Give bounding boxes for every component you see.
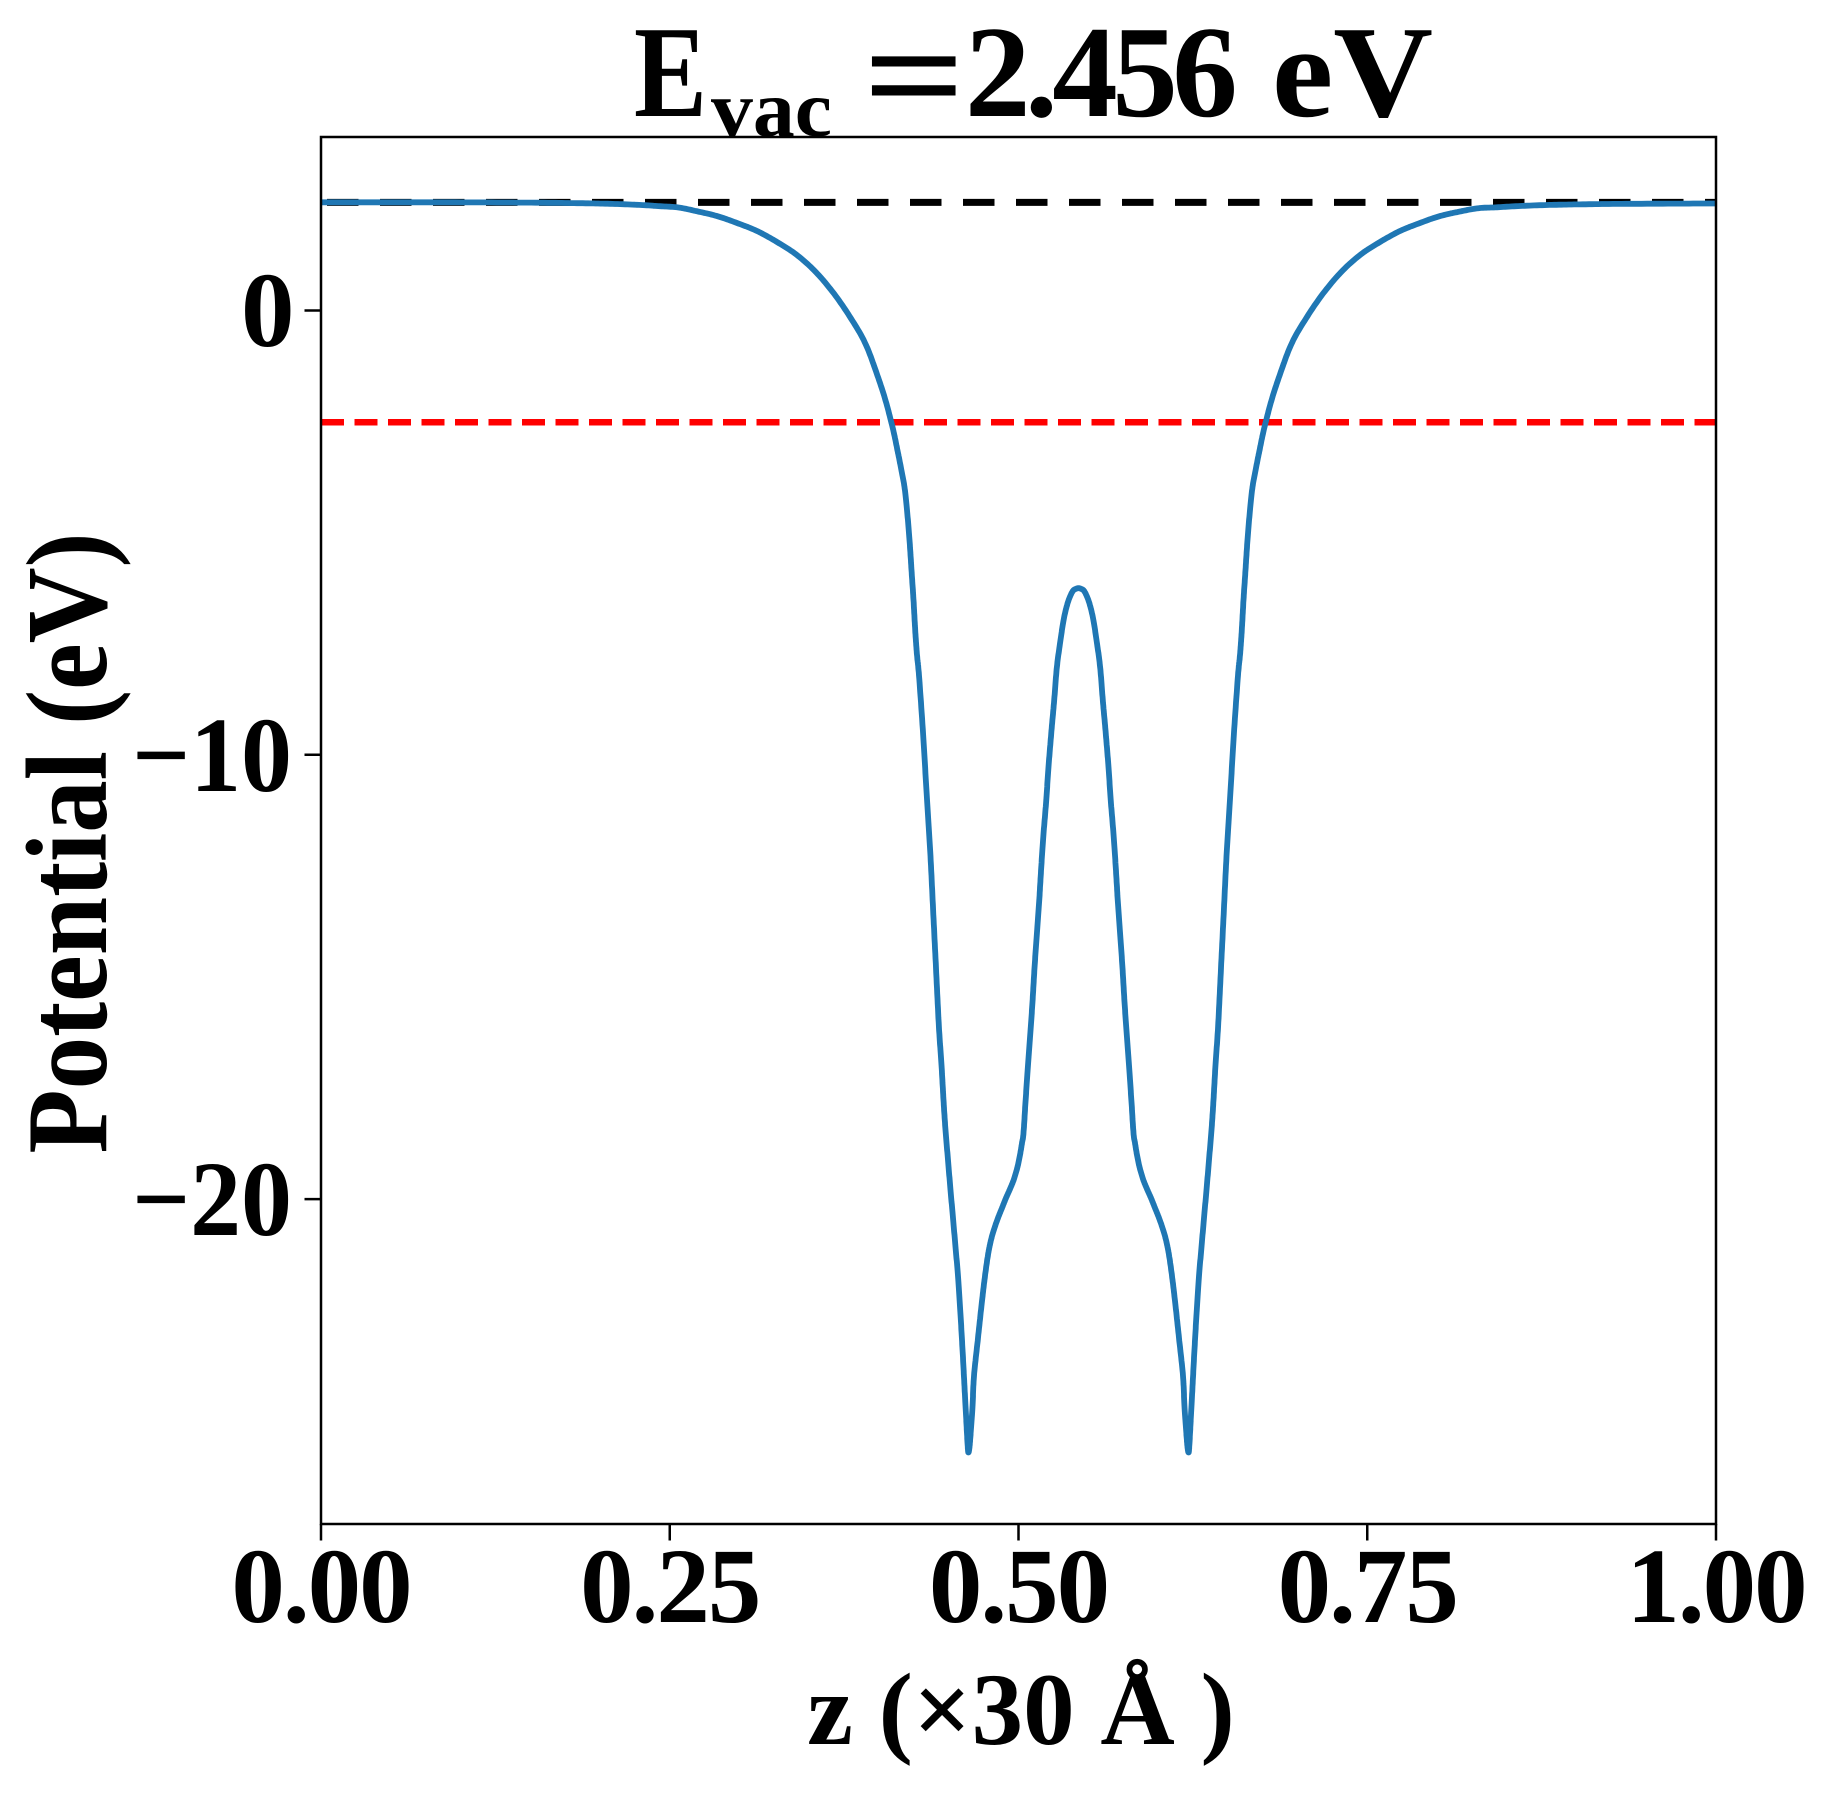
svg-text:−10: −10	[132, 697, 292, 815]
svg-text:0.00: 0.00	[231, 1528, 410, 1646]
svg-text:E: E	[634, 0, 707, 145]
svg-text:0.75: 0.75	[1278, 1528, 1457, 1646]
svg-text:vac: vac	[711, 66, 832, 154]
svg-text:z (×30 Å ): z (×30 Å )	[807, 1653, 1235, 1767]
svg-text:2.456: 2.456	[965, 0, 1234, 145]
svg-text:eV: eV	[1272, 0, 1433, 145]
svg-text:=: =	[863, 0, 965, 156]
svg-text:0.25: 0.25	[580, 1528, 759, 1646]
svg-text:1.00: 1.00	[1626, 1528, 1805, 1646]
svg-text:0: 0	[241, 252, 295, 370]
svg-text:−20: −20	[132, 1141, 292, 1259]
svg-text:Potential (eV): Potential (eV)	[3, 533, 131, 1154]
svg-text:0.50: 0.50	[929, 1528, 1108, 1646]
